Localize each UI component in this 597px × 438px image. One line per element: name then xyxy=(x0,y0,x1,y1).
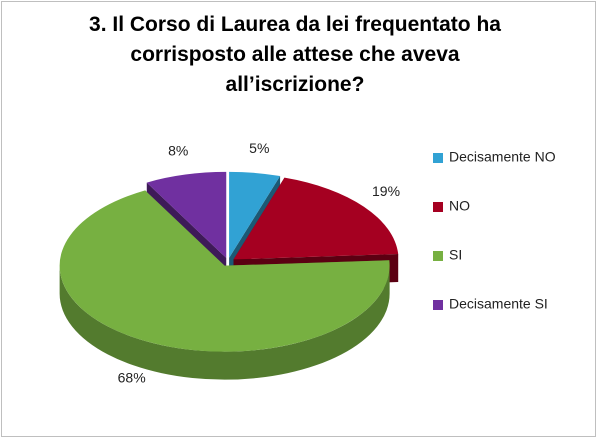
legend-label: Decisamente NO xyxy=(449,149,556,165)
legend-swatch xyxy=(433,153,443,163)
slice xyxy=(229,171,281,258)
legend-label: Decisamente SI xyxy=(449,296,548,312)
legend-swatch xyxy=(433,300,443,310)
legend-swatch xyxy=(433,202,443,212)
slice-rim xyxy=(59,265,390,380)
legend-label: SI xyxy=(449,247,462,263)
pie-tops xyxy=(59,171,399,352)
slice xyxy=(233,177,399,260)
slice xyxy=(59,190,390,352)
data-label: 19% xyxy=(372,183,400,199)
data-label: 68% xyxy=(118,369,146,385)
legend-label: NO xyxy=(449,198,470,214)
data-label: 5% xyxy=(249,140,269,156)
data-label: 8% xyxy=(168,142,188,158)
legend-swatch xyxy=(433,251,443,261)
pie-rims xyxy=(59,265,390,380)
slice xyxy=(146,171,227,258)
chart-title: 3. Il Corso di Laurea da lei frequentato… xyxy=(89,13,501,96)
